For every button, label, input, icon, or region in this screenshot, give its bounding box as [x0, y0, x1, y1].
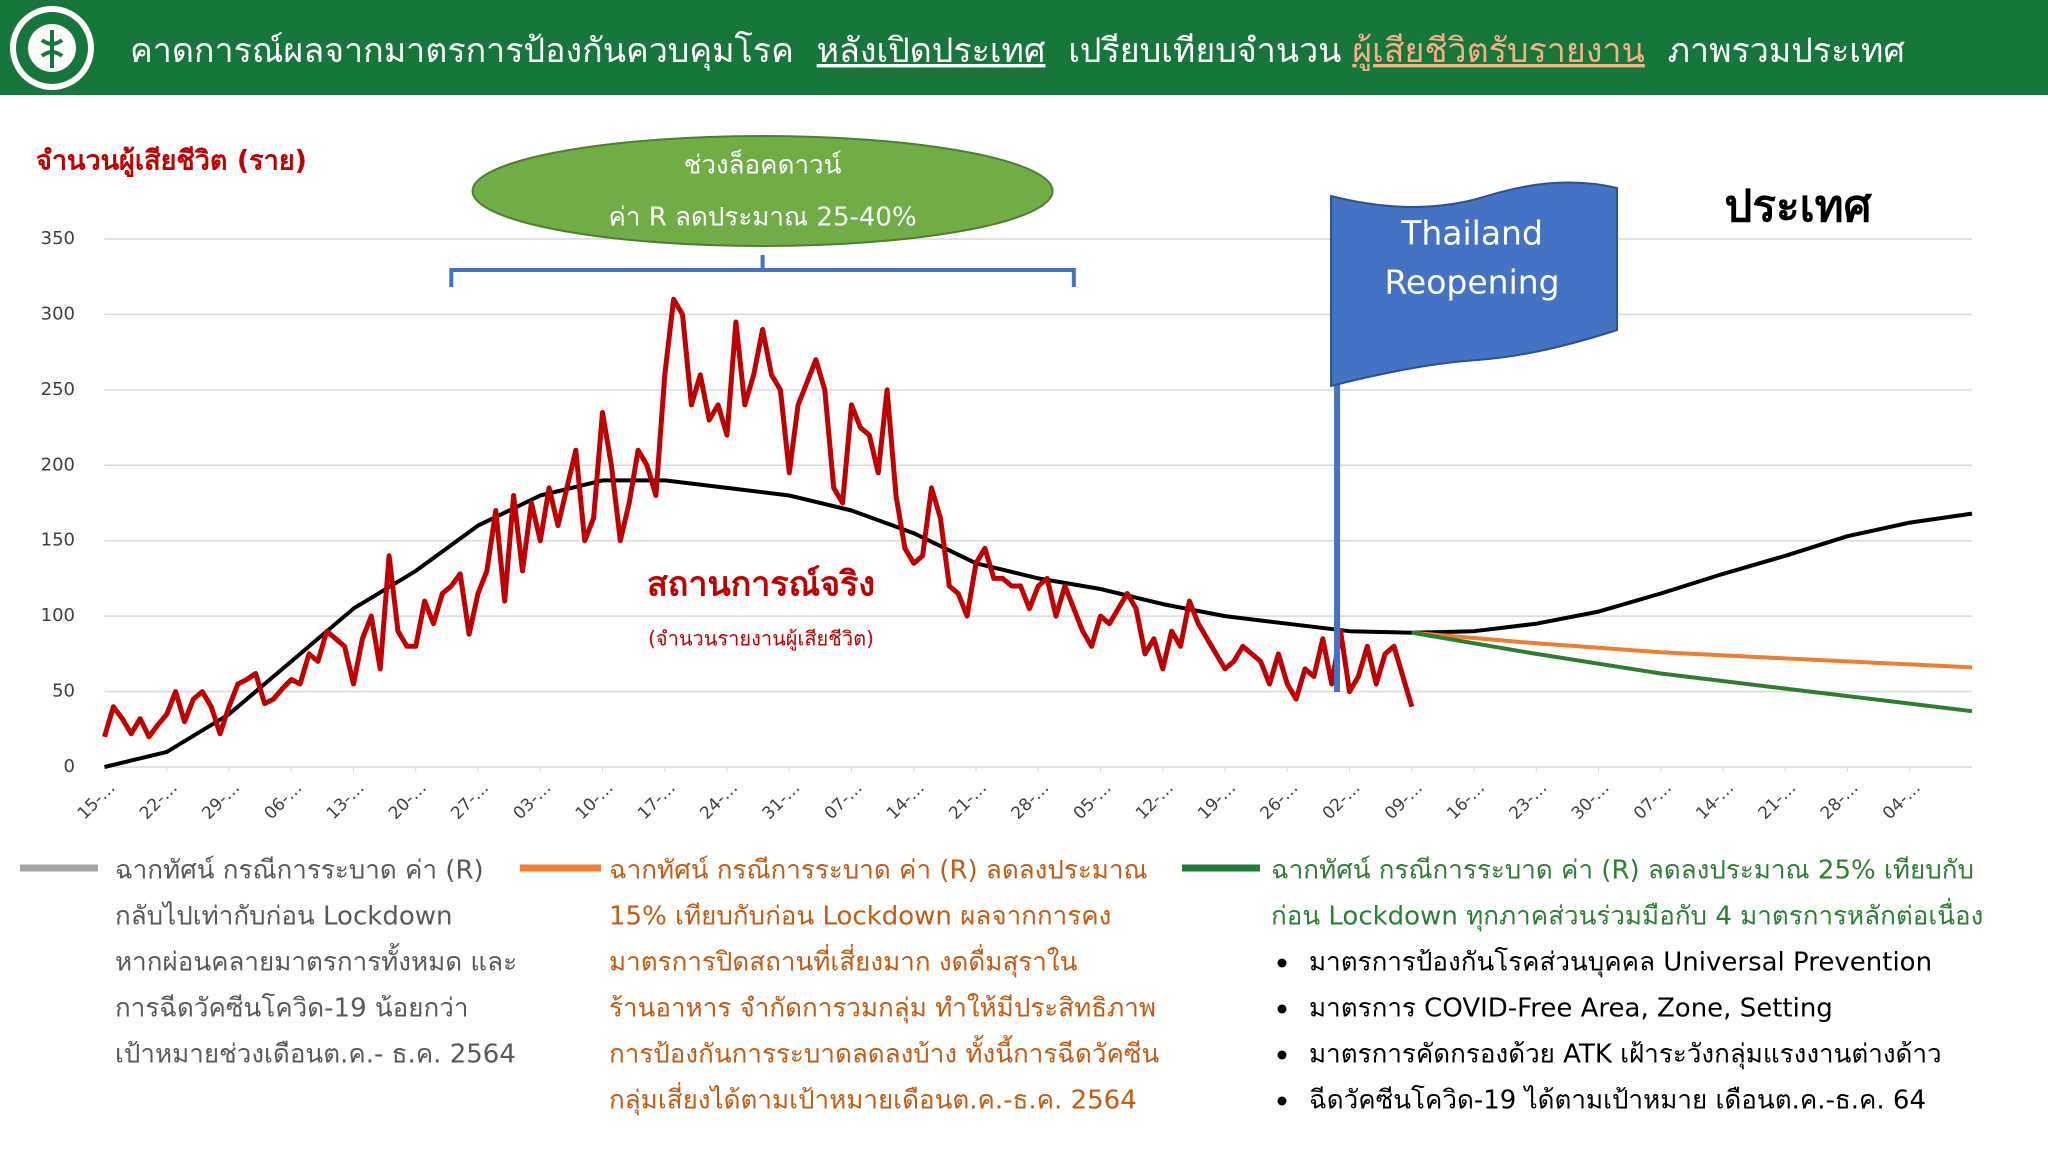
lockdown-bracket — [449, 255, 1076, 287]
x-tick-label: 07-… — [1630, 778, 1676, 824]
region-label: ประเทศ — [1724, 181, 1872, 232]
x-tick-label: 29-… — [198, 778, 244, 824]
x-tick-label: 17-… — [634, 778, 680, 824]
x-tick-label: 12-… — [1132, 778, 1178, 824]
legend-text: ก่อน Lockdown ทุกภาคส่วนร่วมมือกับ 4 มาต… — [1271, 898, 1983, 932]
legend-bullet: มาตรการ COVID-Free Area, Zone, Setting — [1309, 994, 1833, 1024]
y-tick-label: 0 — [64, 756, 75, 777]
logo — [10, 6, 94, 90]
x-tick-label: 09-… — [1381, 778, 1427, 824]
x-tick-label: 16-… — [1443, 778, 1489, 824]
y-tick-label: 200 — [41, 454, 75, 475]
x-tick-label: 13-… — [323, 778, 369, 824]
title-part: คาดการณ์ผลจากมาตรการป้องกันควบคุมโรค — [130, 31, 794, 71]
reopening-text: Thailand — [1400, 214, 1543, 253]
legend-bullet: ฉีดวัคซีนโควิด-19 ได้ตามเป้าหมาย เดือนต.… — [1309, 1085, 1926, 1116]
chart-title: คาดการณ์ผลจากมาตรการป้องกันควบคุมโรค หลั… — [130, 31, 1905, 71]
title-part: หลังเปิดประเทศ — [817, 31, 1046, 71]
y-axis-label: จำนวนผู้เสียชีวิต (ราย) — [36, 146, 307, 178]
x-tick-label: 14-… — [1692, 778, 1738, 824]
reopening-text: Reopening — [1384, 263, 1559, 302]
legend-bullet: มาตรการป้องกันโรคส่วนบุคคล Universal Pre… — [1309, 947, 1932, 978]
x-tick-label: 19-… — [1194, 778, 1240, 824]
x-tick-label: 30-… — [1568, 778, 1614, 824]
legend-text: ฉากทัศน์ กรณีการระบาด ค่า (R) ลดลงประมาณ — [609, 856, 1148, 886]
series-note: (จำนวนรายงานผู้เสียชีวิต) — [648, 627, 874, 652]
legend-text: ร้านอาหาร จำกัดการวมกลุ่ม ทำให้มีประสิทธ… — [609, 994, 1156, 1024]
bullet — [1277, 1050, 1287, 1060]
legend-text: มาตรการปิดสถานที่เสี่ยงมาก งดดื่มสุราใน — [609, 944, 1078, 978]
x-tick-label: 21-… — [1755, 778, 1801, 824]
x-tick-label: 07-… — [821, 778, 867, 824]
bullet — [1277, 958, 1287, 968]
legend-text: เป้าหมายช่วงเดือนต.ค.- ธ.ค. 2564 — [115, 1040, 516, 1070]
x-tick-label: 10-… — [572, 778, 618, 824]
x-tick-label: 28-… — [1817, 778, 1863, 824]
x-tick-label: 14-… — [883, 778, 929, 824]
legend-text: ฉากทัศน์ กรณีการระบาด ค่า (R) — [115, 856, 484, 886]
header-bar — [0, 0, 2048, 95]
legend-text: กลุ่มเสี่ยงได้ตามเป้าหมายเดือนต.ค.-ธ.ค. … — [609, 1082, 1137, 1116]
series-line — [1411, 630, 1973, 714]
x-tick-label: 28-… — [1008, 778, 1054, 824]
x-tick-label: 26-… — [1257, 778, 1303, 824]
y-tick-label: 100 — [41, 605, 75, 626]
legend-bullet: มาตรการคัดกรองด้วย ATK เฝ้าระวังกลุ่มแรง… — [1309, 1040, 1942, 1070]
x-tick-label: 06-… — [261, 778, 307, 824]
bullet — [1277, 1004, 1287, 1014]
legend-text: 15% เทียบกับก่อน Lockdown ผลจากการคง — [609, 902, 1111, 932]
legend-text: การฉีดวัคซีนโควิด-19 น้อยกว่า — [115, 993, 468, 1024]
series-label: สถานการณ์จริง — [647, 565, 875, 605]
title-part: ภาพรวมประเทศ — [1668, 31, 1906, 71]
x-tick-label: 31-… — [759, 778, 805, 824]
legend-text: กลับไปเท่ากับก่อน Lockdown — [115, 901, 452, 932]
lockdown-ellipse — [471, 135, 1054, 247]
series-line — [1411, 630, 1973, 670]
reopening-flag — [1330, 181, 1619, 388]
y-tick-label: 250 — [41, 379, 75, 400]
bullet — [1277, 1096, 1287, 1106]
x-tick-label: 21-… — [945, 778, 991, 824]
series-line — [104, 478, 1973, 769]
x-tick-label: 05-… — [1070, 778, 1116, 824]
lockdown-note: ค่า R ลดประมาณ 25-40% — [608, 203, 916, 233]
x-tick-label: 03-… — [510, 778, 556, 824]
y-tick-label: 50 — [52, 681, 75, 702]
y-tick-label: 150 — [41, 530, 75, 551]
legend-text: หากผ่อนคลายมาตรการทั้งหมด และ — [115, 943, 517, 978]
x-tick-label: 04-… — [1879, 778, 1925, 824]
x-tick-label: 27-… — [447, 778, 493, 824]
x-tick-label: 22-… — [136, 778, 182, 824]
y-tick-label: 300 — [41, 303, 75, 324]
x-tick-label: 15-… — [74, 778, 120, 824]
x-tick-label: 24-… — [696, 778, 742, 824]
x-tick-label: 02-… — [1319, 778, 1365, 824]
legend-text: การป้องกันการระบาดลดลงบ้าง ทั้งนี้การฉีด… — [609, 1035, 1160, 1070]
series-line — [102, 296, 1415, 740]
x-tick-label: 20-… — [385, 778, 431, 824]
lockdown-note: ช่วงล็อคดาวน์ — [684, 149, 842, 181]
title-part: เปรียบเทียบจำนวน — [1068, 31, 1341, 71]
legend-text: ฉากทัศน์ กรณีการระบาด ค่า (R) ลดลงประมาณ… — [1271, 856, 1974, 886]
y-tick-label: 350 — [41, 228, 75, 249]
x-tick-label: 23-… — [1506, 778, 1552, 824]
title-part: ผู้เสียชีวิตรับรายงาน — [1352, 31, 1645, 71]
